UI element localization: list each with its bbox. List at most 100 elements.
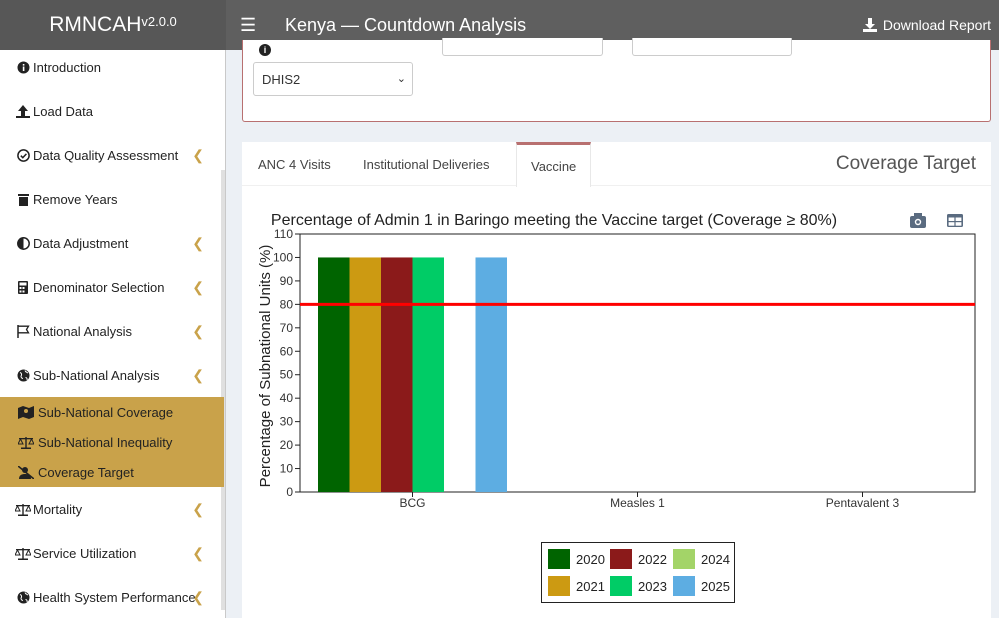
sidebar-item-label: Service Utilization — [33, 545, 137, 561]
sidebar-item-label: Load Data — [33, 103, 93, 119]
tab-anc4-visits[interactable]: ANC 4 Visits — [258, 142, 331, 186]
sidebar-subitem-label: Coverage Target — [38, 464, 134, 480]
page-title: Kenya — Countdown Analysis — [285, 14, 527, 35]
sidebar-item-label: Data Quality Assessment — [33, 147, 179, 163]
x-tick-label: Measles 1 — [610, 496, 665, 510]
legend-item-2024[interactable]: 2024 — [673, 549, 730, 569]
upload-icon — [15, 104, 31, 118]
sidebar-item-label: Mortality — [33, 501, 83, 517]
user-slash-icon — [17, 465, 35, 479]
y-tick-label: 100 — [273, 250, 293, 264]
sidebar-item-denominator-selection[interactable]: Denominator Selection ❮ — [0, 272, 222, 302]
filter-box: i DHIS2 ⌄ — [242, 38, 991, 122]
y-tick-label: 30 — [280, 415, 294, 429]
scale-icon — [15, 503, 31, 516]
legend-item-2020[interactable]: 2020 — [548, 549, 605, 569]
tab-vaccine[interactable]: Vaccine — [516, 142, 592, 187]
sidebar-item-national-analysis[interactable]: National Analysis ❮ — [0, 316, 222, 346]
legend-item-2021[interactable]: 2021 — [548, 576, 605, 596]
scale-icon — [15, 547, 31, 560]
version-label: v2.0.0 — [141, 13, 177, 29]
bar-2021-bcg[interactable] — [349, 257, 382, 492]
tab-label: ANC 4 Visits — [258, 156, 331, 172]
tab-institutional-deliveries[interactable]: Institutional Deliveries — [363, 142, 489, 186]
chevron-left-icon: ❮ — [192, 588, 204, 605]
sidebar-item-data-adjustment[interactable]: Data Adjustment ❮ — [0, 228, 222, 258]
filter-input-1[interactable] — [442, 38, 603, 56]
chart-legend: 2020 2021 2022 2023 2024 2025 — [541, 542, 735, 603]
bar-2025-bcg[interactable] — [475, 257, 508, 492]
sidebar-item-mortality[interactable]: Mortality ❮ — [0, 494, 222, 524]
sidebar-item-load-data[interactable]: Load Data — [0, 96, 222, 126]
legend-item-2023[interactable]: 2023 — [610, 576, 667, 596]
bar-2022-bcg[interactable] — [381, 257, 413, 492]
adjust-icon — [15, 236, 31, 250]
sidebar-item-remove-years[interactable]: Remove Years — [0, 184, 222, 214]
chevron-left-icon: ❮ — [192, 278, 204, 295]
sidebar-item-sub-national-analysis[interactable]: Sub-National Analysis ❮ — [0, 360, 222, 390]
y-tick-label: 20 — [280, 438, 294, 452]
chart-y-axis-label: Percentage of Subnational Units (%) — [257, 245, 274, 488]
logo-text: RMNCAH — [49, 13, 142, 36]
y-tick-label: 90 — [280, 274, 294, 288]
y-tick-label: 80 — [280, 297, 294, 311]
scale-icon — [17, 436, 35, 449]
y-tick-label: 70 — [280, 321, 294, 335]
sidebar-subitem-label: Sub-National Inequality — [38, 434, 173, 450]
menu-toggle-icon[interactable]: ☰ — [240, 14, 257, 35]
globe-icon — [15, 591, 31, 604]
sidebar-item-label: Sub-National Analysis — [33, 367, 160, 383]
sidebar: Introduction Load Data Data Quality Asse… — [0, 50, 226, 618]
x-tick-label: BCG — [399, 496, 425, 510]
legend-swatch — [673, 576, 695, 596]
trash-icon — [15, 193, 31, 206]
legend-label: 2024 — [701, 551, 730, 567]
sidebar-submenu-sub-national: Sub-National Coverage Sub-National Inequ… — [0, 397, 224, 487]
legend-swatch — [610, 549, 632, 569]
sidebar-subitem-sub-national-coverage[interactable]: Sub-National Coverage — [17, 399, 173, 425]
sidebar-item-health-system-performance[interactable]: Health System Performance ❮ — [0, 582, 222, 612]
sidebar-subitem-label: Sub-National Coverage — [38, 404, 174, 420]
tab-label: Vaccine — [531, 158, 577, 174]
tab-label: Institutional Deliveries — [363, 156, 490, 172]
sidebar-item-label: Remove Years — [33, 191, 118, 207]
data-source-select[interactable]: DHIS2 ⌄ — [253, 62, 413, 96]
camera-icon[interactable] — [910, 213, 926, 228]
sidebar-item-introduction[interactable]: Introduction — [0, 52, 222, 82]
tab-panel-title: Coverage Target — [835, 153, 976, 174]
table-view-icon[interactable] — [947, 214, 963, 227]
sidebar-scrollbar[interactable] — [221, 170, 225, 610]
sidebar-item-service-utilization[interactable]: Service Utilization ❮ — [0, 538, 222, 568]
chevron-left-icon: ❮ — [192, 234, 204, 251]
legend-swatch — [610, 576, 632, 596]
legend-label: 2023 — [638, 578, 667, 594]
legend-item-2025[interactable]: 2025 — [673, 576, 730, 596]
legend-item-2022[interactable]: 2022 — [610, 549, 667, 569]
sidebar-item-label: Introduction — [33, 59, 101, 75]
tab-bar: ANC 4 Visits Institutional Deliveries Va… — [242, 142, 991, 187]
chevron-left-icon: ❮ — [192, 544, 204, 561]
sidebar-subitem-coverage-target[interactable]: Coverage Target — [17, 459, 134, 485]
legend-label: 2025 — [701, 578, 730, 594]
globe-icon — [15, 369, 31, 382]
data-source-value: DHIS2 — [262, 71, 301, 87]
chevron-left-icon: ❮ — [192, 500, 204, 517]
chevron-left-icon: ❮ — [192, 366, 204, 383]
download-icon — [862, 18, 877, 32]
bar-2023-bcg[interactable] — [412, 257, 445, 492]
app-logo[interactable]: RMNCAH v2.0.0 — [0, 0, 226, 50]
download-report-button[interactable]: Download Report — [862, 17, 991, 33]
legend-label: 2020 — [576, 551, 605, 567]
legend-swatch — [673, 549, 695, 569]
sidebar-item-data-quality[interactable]: Data Quality Assessment ❮ — [0, 140, 222, 170]
chart-svg: Percentage of Admin 1 in Baringo meeting… — [257, 212, 976, 510]
filter-input-2[interactable] — [632, 38, 792, 56]
chevron-down-icon: ⌄ — [396, 73, 406, 85]
legend-swatch — [548, 549, 570, 569]
info-icon[interactable]: i — [259, 44, 271, 56]
app-header: RMNCAH v2.0.0 ☰ Kenya — Countdown Analysi… — [0, 0, 999, 50]
calculator-icon — [15, 280, 31, 294]
bar-2020-bcg[interactable] — [318, 257, 350, 492]
y-tick-label: 110 — [274, 227, 293, 241]
sidebar-subitem-sub-national-inequality[interactable]: Sub-National Inequality — [17, 429, 172, 455]
